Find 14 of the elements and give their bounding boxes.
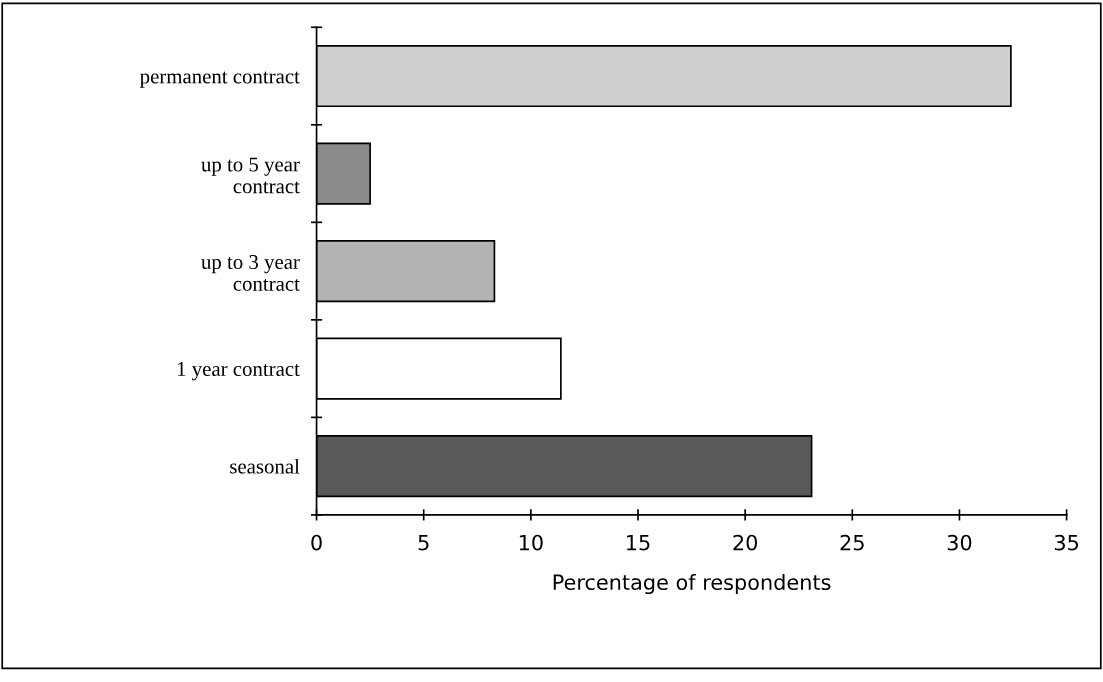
x-tick-label: 15 <box>627 535 650 551</box>
x-tick-label: 10 <box>519 534 543 551</box>
y-tick-label: permanent contract <box>140 71 300 88</box>
x-tick-label: 30 <box>947 534 972 551</box>
x-tick-label: 5 <box>418 535 429 551</box>
y-tick-label: up to 3 year contract <box>201 255 300 291</box>
x-tick-label: 25 <box>840 534 864 551</box>
x-axis-title: Percentage of respondents <box>553 573 831 595</box>
y-tick-label: up to 5 year contract <box>201 157 300 194</box>
y-tick-label: 1 year contract <box>177 362 300 381</box>
y-tick-label: seasonal <box>230 458 300 474</box>
x-tick-label: 35 <box>1054 534 1079 551</box>
x-tick-label: 0 <box>311 534 322 551</box>
x-tick-label: 20 <box>733 534 758 551</box>
